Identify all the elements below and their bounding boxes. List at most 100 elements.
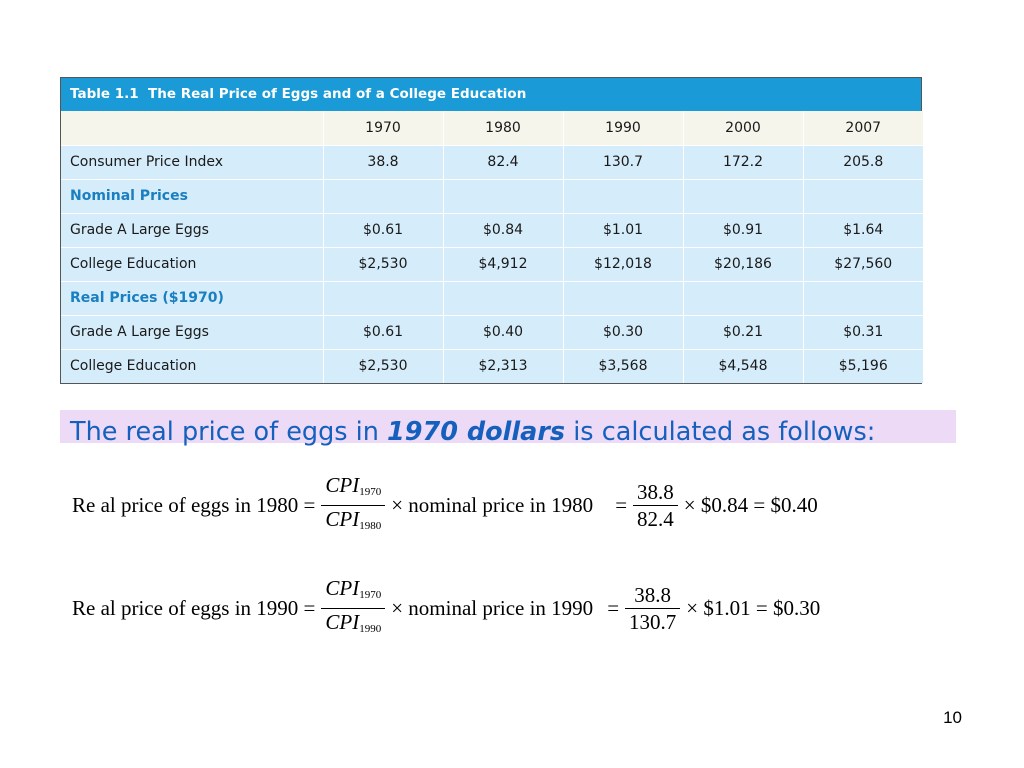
year-header: 1990	[563, 111, 684, 146]
price-table: 1970 1980 1990 2000 2007 Consumer Price …	[61, 111, 923, 383]
section-row-real: Real Prices ($1970)	[61, 281, 923, 316]
table-cell: $2,530	[323, 349, 444, 383]
fraction-numerator: CPI1970	[321, 472, 385, 505]
page-number: 10	[943, 708, 962, 727]
fraction-denominator: 130.7	[629, 610, 677, 634]
table-cell: $0.40	[443, 315, 564, 350]
fraction-denominator: CPI1980	[321, 506, 385, 539]
table-cell: 172.2	[683, 145, 804, 180]
table-cell	[323, 179, 444, 214]
value-fraction: 38.8 82.4	[633, 479, 678, 532]
fraction-numerator: 38.8	[634, 583, 672, 607]
formula-1990: Re al price of eggs in 1990 = CPI1970 CP…	[72, 575, 820, 642]
section-row-nominal: Nominal Prices	[61, 179, 923, 214]
fraction-bar	[321, 505, 386, 506]
fraction-bar	[321, 608, 386, 609]
banner-suffix: is calculated as follows:	[565, 417, 876, 447]
table-cell	[443, 281, 564, 316]
table-cell: $0.31	[803, 315, 923, 350]
banner-prefix: The real price of eggs in	[70, 417, 388, 447]
header-cell-empty	[61, 111, 324, 146]
cpi-symbol: CPI	[325, 507, 360, 531]
table-cell: $1.01	[563, 213, 684, 248]
table-cell: $0.30	[563, 315, 684, 350]
fraction-numerator: 38.8	[637, 480, 674, 504]
table-cell: 38.8	[323, 145, 444, 180]
cpi-symbol: CPI	[325, 576, 360, 600]
year-header: 2007	[803, 111, 923, 146]
table-row-cpi: Consumer Price Index 38.8 82.4 130.7 172…	[61, 145, 923, 180]
data-table: Table 1.1 The Real Price of Eggs and of …	[60, 77, 923, 384]
table-row-real-eggs: Grade A Large Eggs $0.61 $0.40 $0.30 $0.…	[61, 315, 923, 350]
cpi-ratio-fraction: CPI1970 CPI1980	[321, 472, 386, 539]
section-label: Real Prices ($1970)	[61, 281, 324, 316]
value-fraction: 38.8 130.7	[625, 582, 681, 635]
table-cell	[563, 281, 684, 316]
row-label: Grade A Large Eggs	[61, 213, 324, 248]
formula-result: × $1.01 = $0.30	[686, 596, 821, 620]
table-cell: $2,530	[323, 247, 444, 282]
fraction-numerator: CPI1970	[321, 575, 385, 608]
formula-equals: =	[607, 596, 620, 620]
table-cell: 82.4	[443, 145, 564, 180]
table-cell	[683, 281, 804, 316]
cpi-subscript: 1970	[359, 589, 382, 601]
table-cell: $20,186	[683, 247, 804, 282]
table-cell: $0.91	[683, 213, 804, 248]
cpi-ratio-fraction: CPI1970 CPI1990	[321, 575, 386, 642]
table-cell: $2,313	[443, 349, 564, 383]
table-cell: $5,196	[803, 349, 923, 383]
table-cell: $0.21	[683, 315, 804, 350]
table-cell: 205.8	[803, 145, 923, 180]
year-header: 1980	[443, 111, 564, 146]
table-cell: $0.61	[323, 213, 444, 248]
table-cell: 130.7	[563, 145, 684, 180]
table-row-real-college: College Education $2,530 $2,313 $3,568 $…	[61, 349, 923, 383]
table-cell	[323, 281, 444, 316]
banner-emphasis: 1970 dollars	[387, 417, 566, 447]
row-label: College Education	[61, 247, 324, 282]
table-cell: $0.61	[323, 315, 444, 350]
cpi-subscript: 1990	[359, 623, 382, 635]
table-cell: $27,560	[803, 247, 923, 282]
row-label: Grade A Large Eggs	[61, 315, 324, 350]
table-cell: $4,548	[683, 349, 804, 383]
fraction-bar	[633, 505, 678, 506]
year-header: 2000	[683, 111, 804, 146]
table-cell	[443, 179, 564, 214]
formula-lhs: Re al price of eggs in 1980 =	[72, 493, 316, 517]
formula-1980: Re al price of eggs in 1980 = CPI1970 CP…	[72, 472, 818, 539]
formula-lhs: Re al price of eggs in 1990 =	[72, 596, 316, 620]
table-row-nominal-eggs: Grade A Large Eggs $0.61 $0.84 $1.01 $0.…	[61, 213, 923, 248]
formula-equals: =	[615, 493, 628, 517]
table-caption: Table 1.1 The Real Price of Eggs and of …	[61, 78, 921, 111]
cpi-subscript: 1980	[359, 520, 382, 532]
cpi-symbol: CPI	[325, 610, 360, 634]
fraction-bar	[625, 608, 681, 609]
formula-middle: × nominal price in 1990	[391, 596, 594, 620]
table-cell: $3,568	[563, 349, 684, 383]
row-label: Consumer Price Index	[61, 145, 324, 180]
table-cell	[803, 179, 923, 214]
table-cell	[563, 179, 684, 214]
banner-text: The real price of eggs in 1970 dollars i…	[70, 415, 875, 449]
fraction-denominator: CPI1990	[321, 609, 385, 642]
table-cell: $12,018	[563, 247, 684, 282]
formula-middle: × nominal price in 1980	[391, 493, 594, 517]
cpi-symbol: CPI	[325, 473, 360, 497]
table-cell: $1.64	[803, 213, 923, 248]
fraction-denominator: 82.4	[637, 507, 674, 531]
year-header-row: 1970 1980 1990 2000 2007	[61, 111, 923, 146]
table-cell	[803, 281, 923, 316]
table-cell	[683, 179, 804, 214]
row-label: College Education	[61, 349, 324, 383]
year-header: 1970	[323, 111, 444, 146]
explanation-banner: The real price of eggs in 1970 dollars i…	[60, 410, 956, 447]
table-row-nominal-college: College Education $2,530 $4,912 $12,018 …	[61, 247, 923, 282]
formula-result: × $0.84 = $0.40	[683, 493, 818, 517]
cpi-subscript: 1970	[359, 486, 382, 498]
table-cell: $0.84	[443, 213, 564, 248]
table-cell: $4,912	[443, 247, 564, 282]
section-label: Nominal Prices	[61, 179, 324, 214]
